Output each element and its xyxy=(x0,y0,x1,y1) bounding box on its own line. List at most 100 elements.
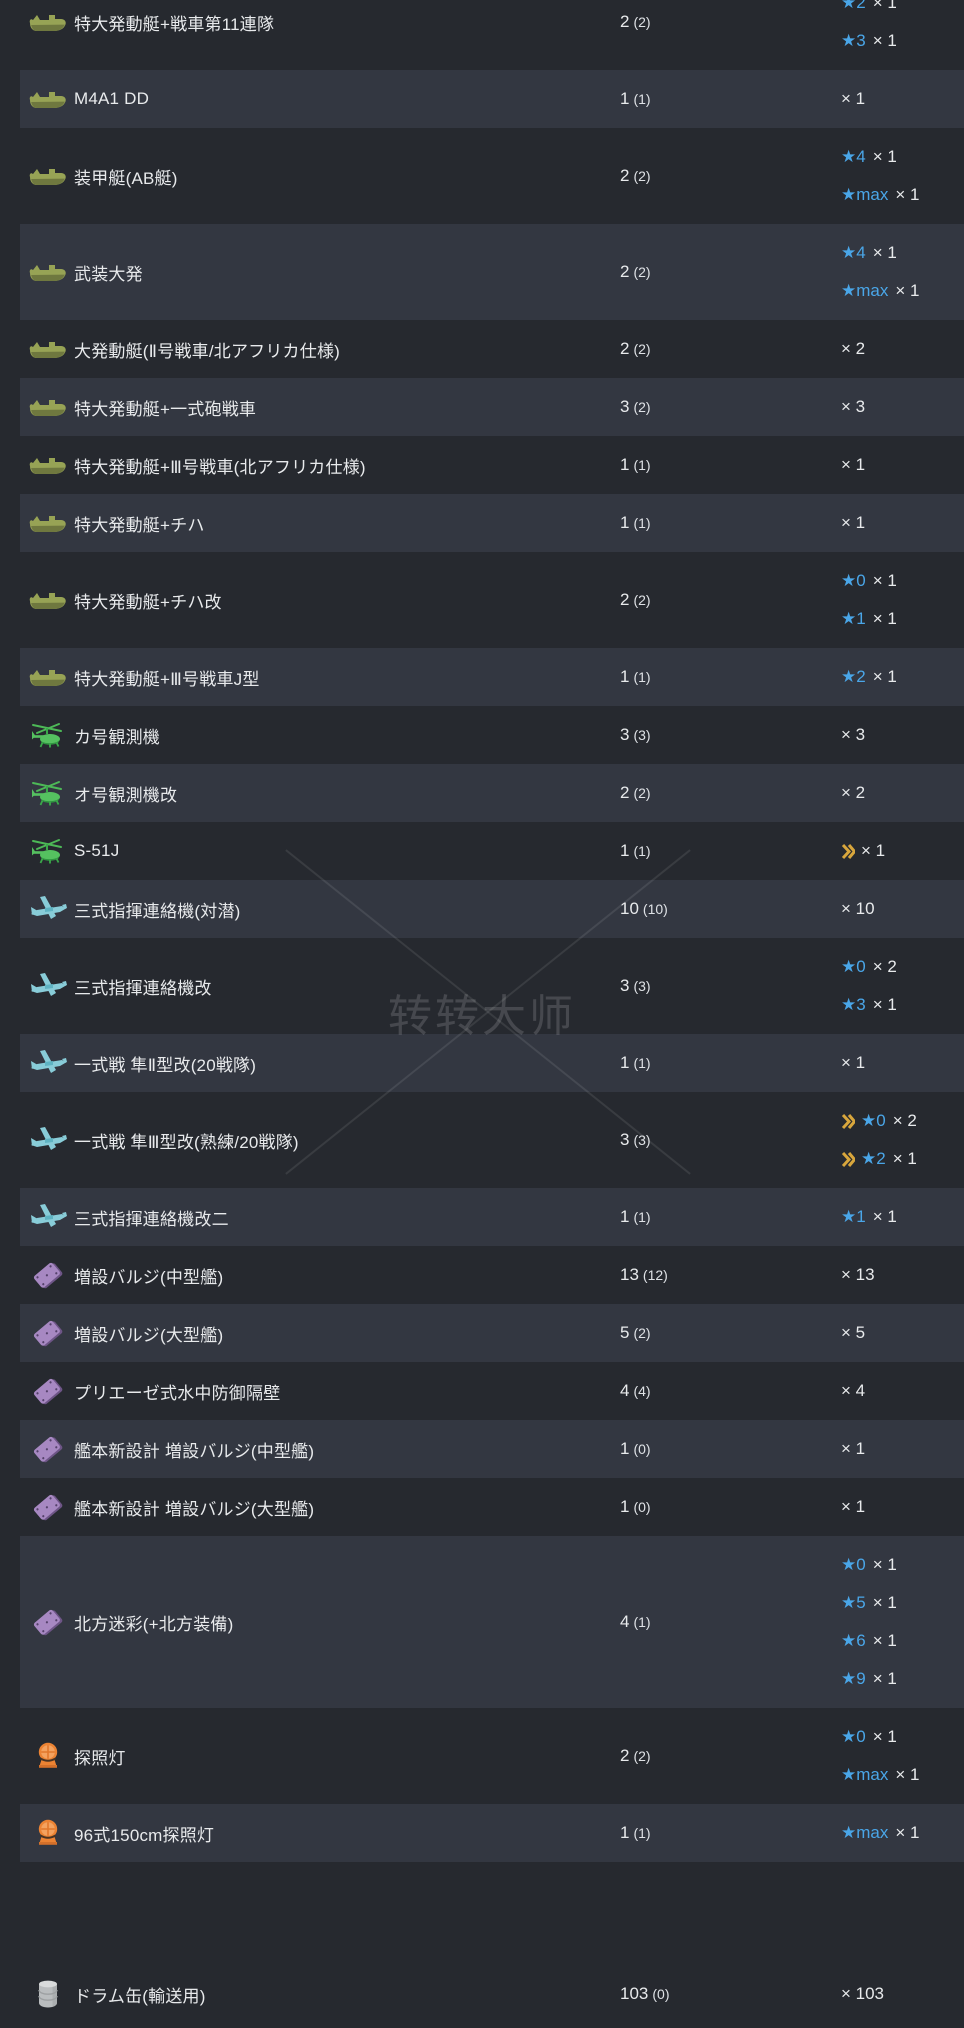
liaison-plane-icon xyxy=(31,1050,67,1073)
star-quantity: × 1 xyxy=(872,995,897,1014)
star-line: × 13 xyxy=(841,1256,964,1294)
star-level: ★5 xyxy=(841,1593,866,1612)
equipment-row[interactable]: 艦本新設計 増設バルジ(中型艦) 1 (0) × 1 xyxy=(0,1420,964,1478)
equipment-count: 2 (2) xyxy=(620,783,841,803)
landing-craft-icon xyxy=(29,593,66,609)
equipment-name: 96式150cm探照灯 xyxy=(74,1825,215,1845)
equipment-icon-cell xyxy=(24,260,72,284)
equipment-icon-cell xyxy=(24,1257,72,1293)
equipment-name: 増設バルジ(中型艦) xyxy=(74,1267,224,1287)
count-in-use: (3) xyxy=(633,1132,651,1148)
equipment-count: 5 (2) xyxy=(620,1323,841,1343)
equipment-star-breakdown: ★1 × 1 xyxy=(841,1198,964,1236)
star-line: × 10 xyxy=(841,890,964,928)
equipment-row[interactable]: 三式指揮連絡機改二 1 (1) ★1 × 1 xyxy=(0,1188,964,1246)
equipment-count: 2 (2) xyxy=(620,166,841,186)
star-line: ★9 × 1 xyxy=(841,1660,964,1698)
equipment-row[interactable]: 装甲艇(AB艇) 2 (2) ★4 × 1 ★max × 1 xyxy=(0,128,964,224)
star-line: ★4 × 1 xyxy=(841,138,964,176)
count-total: 2 xyxy=(620,262,630,281)
equipment-name: オ号観測機改 xyxy=(74,785,178,805)
star-line: ★max × 1 xyxy=(841,272,964,310)
star-level: ★max xyxy=(841,1823,889,1842)
count-in-use: (4) xyxy=(633,1383,651,1399)
count-in-use: (2) xyxy=(633,168,651,184)
equipment-icon-cell xyxy=(24,1049,72,1077)
count-total: 1 xyxy=(620,667,630,686)
equipment-count: 4 (1) xyxy=(620,1612,841,1632)
star-level: ★2 xyxy=(841,0,866,12)
equipment-star-breakdown: ★max × 1 xyxy=(841,1814,964,1852)
equipment-icon-cell xyxy=(24,836,72,866)
equipment-row[interactable]: プリエーゼ式水中防御隔壁 4 (4) × 4 xyxy=(0,1362,964,1420)
star-line: ★0 × 2 xyxy=(841,948,964,986)
equipment-row[interactable]: 増設バルジ(中型艦) 13 (12) × 13 xyxy=(0,1246,964,1304)
proficiency-chevron-icon xyxy=(841,1151,855,1167)
equipment-icon-cell xyxy=(24,395,72,419)
landing-craft-icon xyxy=(29,400,66,416)
landing-craft-icon xyxy=(29,169,66,185)
star-quantity: × 1 xyxy=(841,455,866,474)
liaison-plane-icon xyxy=(31,1127,67,1150)
equipment-row[interactable]: 大発動艇(Ⅱ号戦車/北アフリカ仕様) 2 (2) × 2 xyxy=(0,320,964,378)
equipment-row[interactable]: M4A1 DD 1 (1) × 1 xyxy=(0,70,964,128)
equipment-row[interactable]: 特大発動艇+チハ改 2 (2) ★0 × 1 ★1 × 1 xyxy=(0,552,964,648)
equipment-row[interactable]: オ号観測機改 2 (2) × 2 xyxy=(0,764,964,822)
equipment-row[interactable]: 特大発動艇+Ⅲ号戦車(北アフリカ仕様) 1 (1) × 1 xyxy=(0,436,964,494)
equipment-icon-cell xyxy=(24,10,72,34)
equipment-row[interactable]: 探照灯 2 (2) ★0 × 1 ★max × 1 xyxy=(0,1708,964,1804)
equipment-row[interactable]: 北方迷彩(+北方装備) 4 (1) ★0 × 1 ★5 × 1 ★6 × 1 ★9 × 1 xyxy=(0,1536,964,1708)
equipment-row[interactable]: 特大発動艇+チハ 1 (1) × 1 xyxy=(0,494,964,552)
equipment-row[interactable]: S-51J 1 (1) × 1 xyxy=(0,822,964,880)
star-line: ★0 × 2 xyxy=(841,1102,964,1140)
equipment-count: 1 (1) xyxy=(620,513,841,533)
equipment-row[interactable]: 一式戦 隼Ⅱ型改(20戦隊) 1 (1) × 1 xyxy=(0,1034,964,1092)
equipment-name: 艦本新設計 増設バルジ(大型艦) xyxy=(74,1499,315,1519)
count-total: 1 xyxy=(620,1439,630,1458)
count-total: 1 xyxy=(620,841,630,860)
star-quantity: × 5 xyxy=(841,1323,866,1342)
star-quantity: × 2 xyxy=(872,957,897,976)
count-in-use: (1) xyxy=(633,91,651,107)
equipment-count: 103 (0) xyxy=(620,1984,841,2004)
equipment-row[interactable]: 一式戦 隼Ⅲ型改(熟練/20戦隊) 3 (3) ★0 × 2 ★2 × 1 xyxy=(0,1092,964,1188)
equipment-row[interactable]: ドラム缶(輸送用) 103 (0) × 103 xyxy=(0,1965,964,2023)
equipment-icon-cell xyxy=(24,588,72,612)
equipment-row[interactable]: 三式指揮連絡機(対潜) 10 (10) × 10 xyxy=(0,880,964,938)
equipment-count: 1 (0) xyxy=(620,1439,841,1459)
count-total: 1 xyxy=(620,89,630,108)
equipment-row[interactable]: 特大発動艇+一式砲戦車 3 (2) × 3 xyxy=(0,378,964,436)
star-line: × 1 xyxy=(841,1488,964,1526)
equipment-icon-cell xyxy=(24,1431,72,1467)
equipment-row[interactable]: 特大発動艇+Ⅲ号戦車J型 1 (1) ★2 × 1 xyxy=(0,648,964,706)
equipment-row[interactable]: 増設バルジ(大型艦) 5 (2) × 5 xyxy=(0,1304,964,1362)
autogyro-icon xyxy=(32,781,62,806)
equipment-row[interactable]: 三式指揮連絡機改 3 (3) ★0 × 2 ★3 × 1 xyxy=(0,938,964,1034)
count-in-use: (2) xyxy=(633,1325,651,1341)
landing-craft-icon xyxy=(29,342,66,358)
bulge-plate-icon xyxy=(33,1378,63,1405)
equipment-row[interactable]: 艦本新設計 増設バルジ(大型艦) 1 (0) × 1 xyxy=(0,1478,964,1536)
star-level: ★0 xyxy=(841,1555,866,1574)
star-level: ★0 xyxy=(841,957,866,976)
star-line: × 1 xyxy=(841,1430,964,1468)
star-line: ★max × 1 xyxy=(841,1814,964,1852)
star-quantity: × 3 xyxy=(841,725,866,744)
equipment-count: 2 (2) xyxy=(620,12,841,32)
equipment-row[interactable]: 武装大発 2 (2) ★4 × 1 ★max × 1 xyxy=(0,224,964,320)
equipment-star-breakdown: ★0 × 1 ★max × 1 xyxy=(841,1718,964,1794)
equipment-row[interactable]: 特大発動艇+戦車第11連隊 2 (2) ★2 × 1 ★3 × 1 xyxy=(0,0,964,70)
star-level: ★0 xyxy=(841,571,866,590)
searchlight-icon xyxy=(38,1819,58,1845)
equipment-icon-cell xyxy=(24,665,72,689)
equipment-row[interactable]: 96式150cm探照灯 1 (1) ★max × 1 xyxy=(0,1804,964,1862)
landing-craft-icon xyxy=(29,92,66,108)
equipment-row[interactable]: カ号観測機 3 (3) × 3 xyxy=(0,706,964,764)
equipment-star-breakdown: × 2 xyxy=(841,330,964,368)
star-quantity: × 1 xyxy=(872,243,897,262)
bulge-plate-icon xyxy=(33,1436,63,1463)
liaison-plane-icon xyxy=(31,973,67,996)
autogyro-icon xyxy=(32,723,62,748)
count-total: 2 xyxy=(620,1746,630,1765)
equipment-star-breakdown: × 3 xyxy=(841,388,964,426)
